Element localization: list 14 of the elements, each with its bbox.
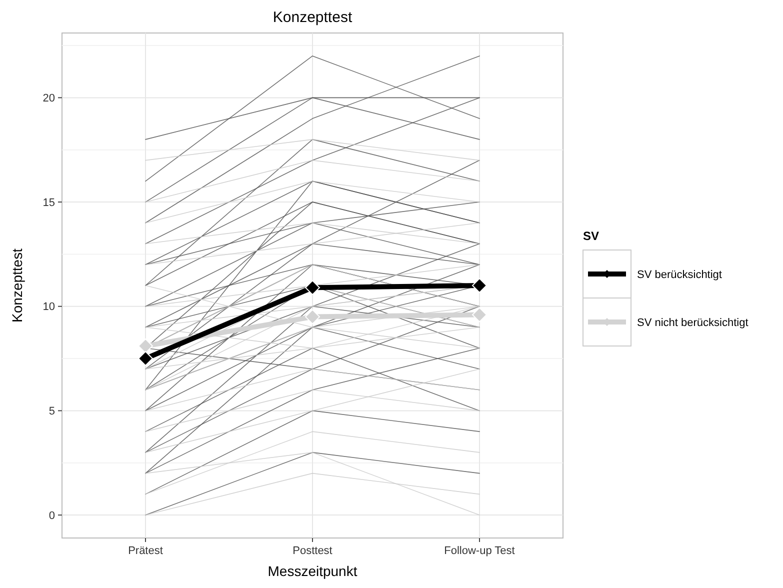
y-tick-label: 5 <box>48 406 55 418</box>
chart-title: Konzepttest <box>272 9 353 26</box>
y-tick-label: 0 <box>48 510 55 522</box>
x-tick-label: Posttest <box>292 545 332 557</box>
y-axis-title: Konzepttest <box>9 248 25 322</box>
legend-title: SV <box>583 229 600 243</box>
x-tick-label: Prätest <box>128 545 163 557</box>
x-axis-title: Messzeitpunkt <box>268 563 358 579</box>
y-tick-label: 20 <box>42 92 55 105</box>
y-tick-label: 15 <box>42 196 55 209</box>
legend-label: SV berücksichtigt <box>637 268 722 281</box>
x-tick-label: Follow-up Test <box>444 545 515 557</box>
legend-label: SV nicht berücksichtigt <box>637 316 748 329</box>
y-tick-label: 10 <box>42 301 55 314</box>
